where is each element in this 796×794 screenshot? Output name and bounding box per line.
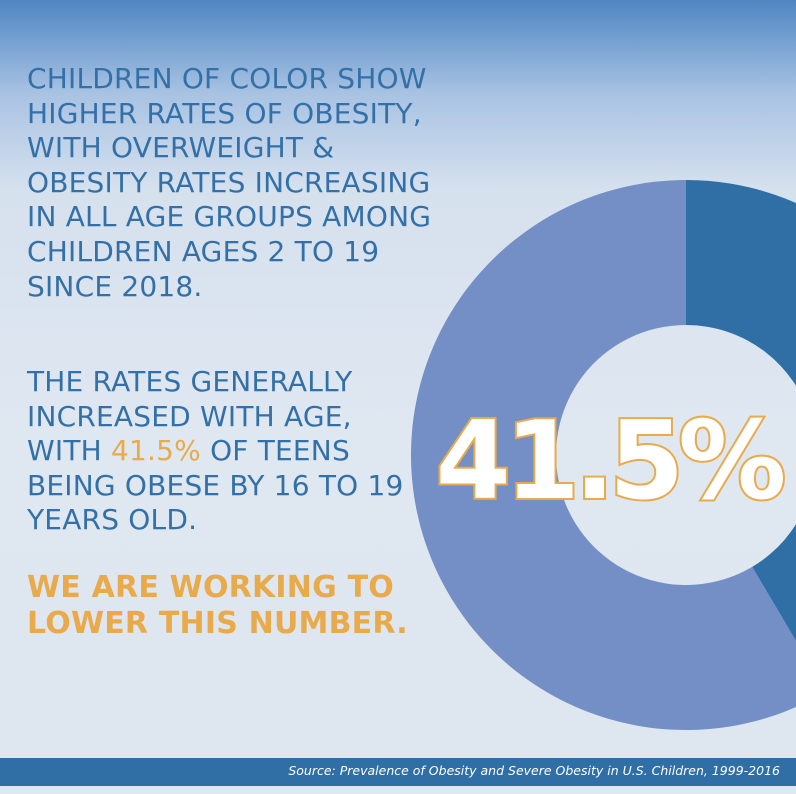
donut-slices	[411, 180, 796, 730]
donut-slice-1	[686, 180, 796, 642]
age-paragraph-start: The rates generally increased with age, …	[27, 365, 353, 468]
bottom-strip	[0, 786, 796, 794]
source-footer: Source: Prevalence of Obesity and Severe…	[0, 758, 796, 786]
age-paragraph-end: of teens being obese by 16 to 19 years o…	[27, 434, 404, 537]
age-paragraph: The rates generally increased with age, …	[27, 365, 427, 538]
donut-slice-2	[411, 180, 796, 730]
donut-center-value: 41.5%	[436, 399, 783, 524]
source-citation: Source: Prevalence of Obesity and Severe…	[288, 763, 780, 778]
highlight-percentage: 41.5%	[111, 434, 201, 468]
call-to-action: We are working to lower this number.	[27, 570, 408, 641]
intro-paragraph: Children of color show higher rates of o…	[27, 62, 432, 303]
